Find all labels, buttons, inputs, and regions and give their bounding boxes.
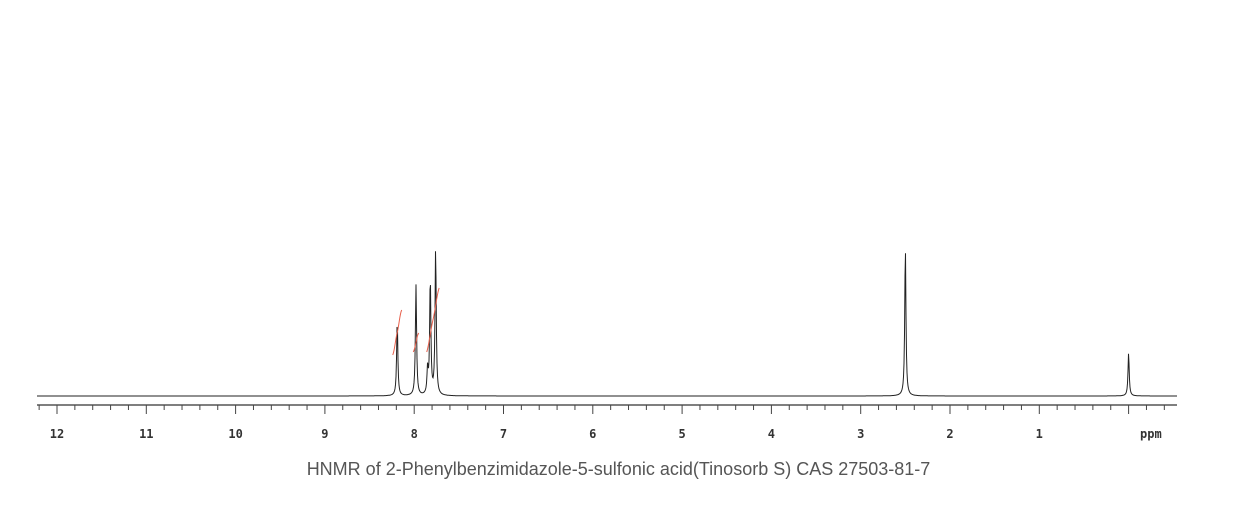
tick-label: 3: [857, 427, 864, 441]
x-axis-label: ppm: [1140, 427, 1162, 441]
integral-curve: [392, 309, 403, 356]
spectrum-line: [37, 251, 1177, 397]
tick-label: 8: [411, 427, 418, 441]
tick-label: 2: [946, 427, 953, 441]
tick-label: 11: [139, 427, 153, 441]
integral-curves: [392, 287, 440, 356]
tick-label: 4: [768, 427, 775, 441]
tick-label: 1: [1036, 427, 1043, 441]
tick-label: 7: [500, 427, 507, 441]
x-axis: 12 11 10 9 8 7 6 5 4 3 2 1: [37, 404, 1177, 441]
tick-label: 10: [228, 427, 242, 441]
tick-label: 5: [678, 427, 685, 441]
integral-curve: [426, 287, 440, 353]
chart-caption: HNMR of 2-Phenylbenzimidazole-5-sulfonic…: [306, 459, 931, 479]
tick-label: 12: [50, 427, 64, 441]
tick-label: 6: [589, 427, 596, 441]
integral-curve: [412, 332, 420, 353]
tick-label: 9: [321, 427, 328, 441]
